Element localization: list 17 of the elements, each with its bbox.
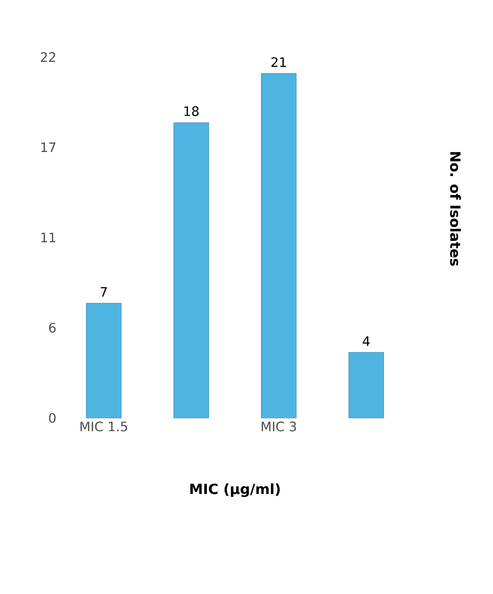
y-tick-label: 22 xyxy=(40,52,56,62)
data-label: 18 xyxy=(184,106,199,116)
y-axis-title: No. of Isolates xyxy=(450,152,461,266)
bar xyxy=(86,302,122,418)
y-tick-label: 11 xyxy=(41,232,56,242)
x-tick-label: MIC 3 xyxy=(262,422,296,432)
bar xyxy=(348,352,384,418)
y-tick-label: 17 xyxy=(41,142,56,152)
data-label: 4 xyxy=(362,336,370,346)
y-tick-label: 6 xyxy=(49,322,56,333)
bar xyxy=(261,73,296,418)
data-label: 7 xyxy=(100,287,107,297)
y-tick-label: 0 xyxy=(49,413,56,423)
bar xyxy=(174,122,209,418)
x-axis-title: MIC (µg/ml) xyxy=(190,483,280,498)
x-tick-label: MIC 1.5 xyxy=(80,422,128,432)
data-label: 21 xyxy=(271,57,286,67)
